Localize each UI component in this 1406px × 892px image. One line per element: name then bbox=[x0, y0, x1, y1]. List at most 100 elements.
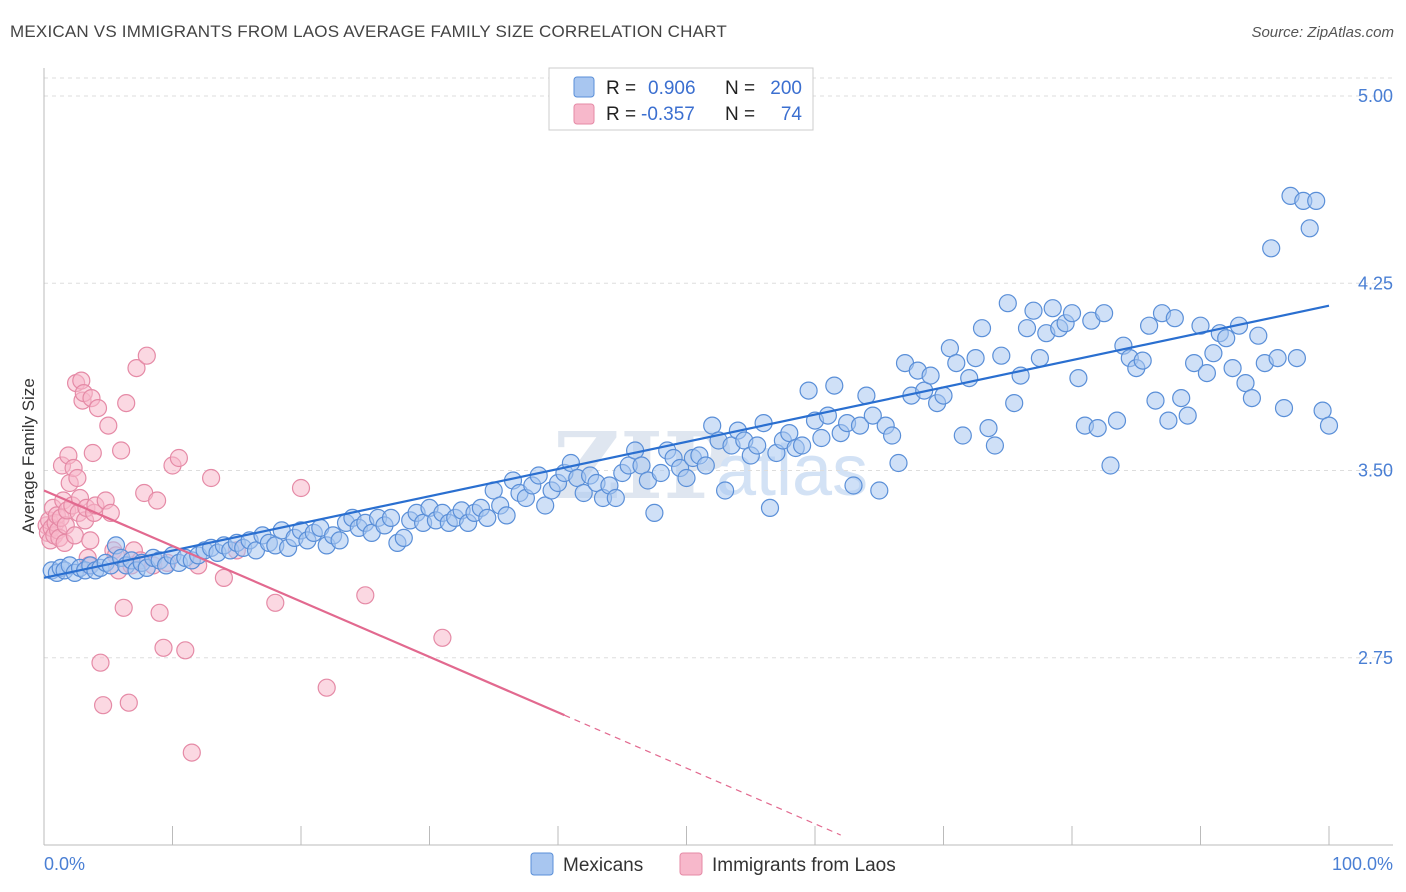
mexicans-point bbox=[1184, 354, 1204, 373]
bottom-legend-mexicans: Mexicans bbox=[563, 855, 643, 876]
mexicans-point bbox=[529, 466, 548, 485]
mexicans-point bbox=[850, 416, 870, 435]
mexicans-point bbox=[825, 376, 844, 395]
legend-swatch-mexicans bbox=[573, 76, 595, 98]
bottom-legend-laos: Immigrants from Laos bbox=[712, 855, 896, 876]
mexicans-point bbox=[1043, 299, 1062, 318]
source-credit: Source: ZipAtlas.com bbox=[1251, 24, 1394, 41]
mexicans-point bbox=[748, 436, 767, 455]
mexicans-point bbox=[921, 366, 940, 385]
laos-point bbox=[356, 586, 375, 605]
mexicans-point bbox=[1178, 406, 1197, 425]
legend-n-label-2: N = bbox=[725, 104, 755, 125]
bottom-legend-swatch-mexicans bbox=[530, 852, 554, 876]
mexicans-point bbox=[632, 456, 651, 475]
mexicans-point bbox=[381, 508, 401, 528]
trend-line-mexicans bbox=[43, 304, 1330, 579]
laos-point bbox=[99, 416, 118, 435]
laos-point bbox=[65, 526, 84, 545]
mexicans-point bbox=[966, 349, 985, 368]
mexicans-point bbox=[715, 481, 735, 500]
mexicans-point bbox=[1307, 191, 1326, 210]
mexicans-point bbox=[478, 508, 497, 528]
mexicans-point bbox=[497, 506, 516, 525]
mexicans-point bbox=[947, 354, 966, 373]
mexicans-point bbox=[1139, 316, 1159, 335]
bottom-legend: Mexicans Immigrants from Laos bbox=[530, 852, 896, 876]
mexicans-point bbox=[1319, 416, 1339, 435]
mexicans-point bbox=[1242, 389, 1262, 408]
mexicans-point bbox=[1313, 401, 1332, 420]
mexicans-point bbox=[1062, 304, 1082, 323]
laos-point bbox=[176, 641, 195, 660]
mexicans-point bbox=[812, 428, 831, 448]
legend-r-value-2: -0.357 bbox=[641, 104, 695, 125]
laos-point bbox=[266, 593, 285, 612]
mexicans-point bbox=[1236, 374, 1255, 393]
mexicans-point bbox=[574, 483, 593, 503]
laos-point bbox=[119, 693, 138, 712]
laos-point bbox=[433, 628, 452, 647]
mexicans-point bbox=[1197, 364, 1217, 383]
laos-point bbox=[111, 441, 131, 460]
mexicans-point bbox=[1088, 419, 1107, 438]
mexicans-point bbox=[1262, 239, 1281, 258]
laos-point bbox=[81, 531, 100, 550]
mexicans-point bbox=[1146, 391, 1165, 410]
mexicans-point bbox=[953, 426, 972, 445]
mexicans-point bbox=[1172, 389, 1191, 408]
x-tick-label-max: 100.0% bbox=[1332, 854, 1393, 874]
mexicans-point bbox=[799, 381, 818, 400]
mexicans-point bbox=[1133, 351, 1152, 370]
y-axis-label: Average Family Size bbox=[19, 378, 38, 534]
x-tick-label-min: 0.0% bbox=[44, 854, 85, 874]
laos-point bbox=[83, 443, 102, 463]
laos-point bbox=[214, 568, 233, 588]
mexicans-point bbox=[1017, 319, 1037, 338]
mexicans-point bbox=[1005, 394, 1024, 413]
x-ticks bbox=[43, 826, 1330, 845]
mexicans-point bbox=[1107, 411, 1127, 430]
mexicans-point bbox=[882, 426, 902, 445]
mexicans-point bbox=[1223, 359, 1242, 378]
mexicans-point bbox=[972, 319, 992, 338]
laos-point bbox=[137, 346, 156, 365]
mexicans-point bbox=[1191, 316, 1210, 335]
mexicans-point bbox=[1101, 456, 1120, 475]
bottom-legend-swatch-laos bbox=[679, 852, 703, 876]
y-tick-label: 4.25 bbox=[1358, 273, 1393, 293]
mexicans-point bbox=[651, 463, 670, 483]
mexicans-point bbox=[863, 406, 882, 425]
trend-lines bbox=[43, 304, 1330, 836]
mexicans-point bbox=[792, 436, 812, 455]
mexicans-point bbox=[998, 294, 1017, 313]
mexicans-point bbox=[1069, 369, 1088, 388]
legend-r-value-1: 0.906 bbox=[648, 78, 696, 99]
mexicans-point bbox=[889, 453, 908, 473]
laos-point bbox=[117, 394, 136, 413]
legend-r-label-1: R = bbox=[606, 78, 636, 99]
mexicans-point bbox=[1094, 304, 1114, 323]
mexicans-point bbox=[677, 468, 696, 488]
laos-point bbox=[127, 359, 146, 378]
legend-swatch-laos bbox=[573, 103, 595, 125]
mexicans-point bbox=[1287, 349, 1307, 368]
mexicans-point bbox=[1030, 349, 1050, 368]
mexicans-point bbox=[645, 503, 664, 523]
y-tick-label: 2.75 bbox=[1358, 648, 1393, 668]
mexicans-point bbox=[1165, 309, 1184, 328]
chart-title: MEXICAN VS IMMIGRANTS FROM LAOS AVERAGE … bbox=[10, 22, 727, 41]
mexicans-point bbox=[1249, 326, 1268, 345]
y-tick-label: 3.50 bbox=[1358, 461, 1393, 481]
mexicans-point bbox=[844, 476, 863, 495]
mexicans-point bbox=[979, 419, 998, 438]
laos-point bbox=[93, 696, 113, 715]
mexicans-point bbox=[870, 481, 889, 500]
mexicans-point bbox=[760, 498, 780, 517]
mexicans-point bbox=[1024, 301, 1043, 320]
mexicans-point bbox=[606, 488, 625, 508]
mexicans-point bbox=[536, 496, 555, 515]
mexicans-point bbox=[696, 456, 715, 475]
mexicans-point bbox=[330, 531, 349, 550]
